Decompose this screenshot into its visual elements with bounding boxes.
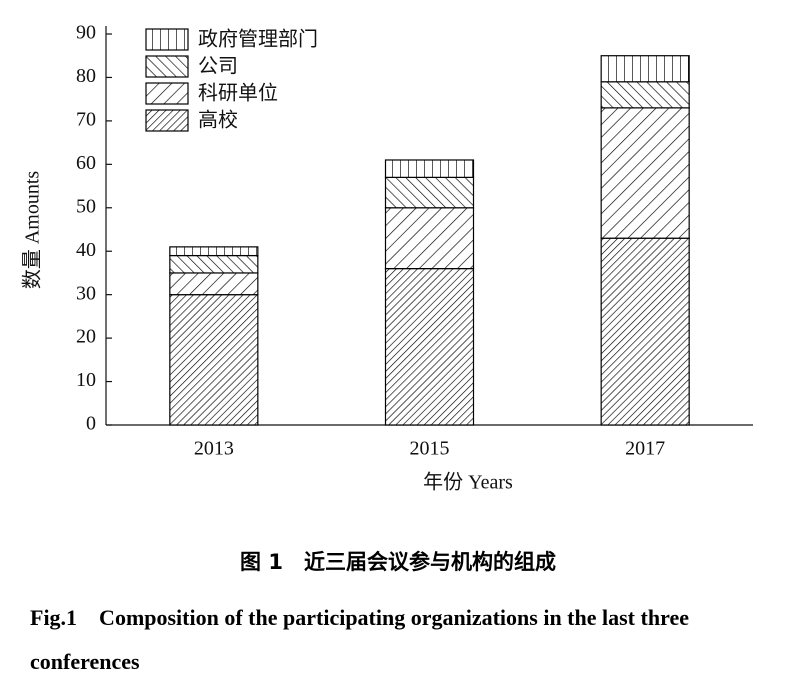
legend-swatch — [145, 28, 189, 51]
y-tick-label: 30 — [76, 282, 96, 304]
bar-segment — [169, 272, 259, 296]
y-tick-label: 0 — [86, 413, 96, 435]
bar-segment — [384, 268, 475, 426]
legend-label: 公司 — [198, 54, 238, 78]
bar-segment — [600, 107, 690, 239]
y-tick-label: 70 — [76, 108, 96, 130]
y-tick-label: 60 — [76, 152, 96, 174]
legend-swatch — [145, 109, 189, 132]
chart: 年份 Years 数量 Amounts 0 10 20 30 40 50 60 70 80 90 2… — [21, 22, 753, 494]
caption-en: Fig.1 Composition of the participating o… — [30, 605, 689, 674]
bar-segment — [384, 159, 475, 178]
x-tick-label: 2013 — [194, 438, 234, 460]
x-axis-label: 年份 Years — [423, 471, 513, 494]
caption-cn: 图 1 近三届会议参与机构的组成 — [240, 550, 556, 574]
bar-segment — [600, 55, 690, 83]
y-tick-label: 20 — [76, 326, 96, 348]
bar-segment — [384, 176, 475, 209]
bar-segment — [600, 81, 690, 109]
legend-swatch — [145, 55, 189, 78]
legend-swatch — [145, 82, 189, 105]
x-tick-label: 2015 — [410, 438, 450, 460]
bar-segment — [169, 294, 259, 426]
x-tick-label: 2017 — [625, 438, 665, 460]
y-tick-label: 80 — [76, 65, 96, 87]
y-axis-label: 数量 Amounts — [21, 171, 44, 290]
legend-label: 高校 — [198, 108, 238, 132]
legend-label: 政府管理部门 — [198, 27, 318, 51]
bar-segment — [169, 246, 259, 257]
y-tick-label: 50 — [76, 195, 96, 217]
legend-label: 科研单位 — [198, 81, 278, 105]
bar-segment — [600, 237, 690, 426]
y-tick-label: 90 — [76, 22, 96, 44]
bar-segment — [169, 254, 259, 274]
bar-segment — [384, 207, 475, 270]
y-tick-label: 40 — [76, 239, 96, 261]
y-tick-label: 10 — [76, 369, 96, 391]
